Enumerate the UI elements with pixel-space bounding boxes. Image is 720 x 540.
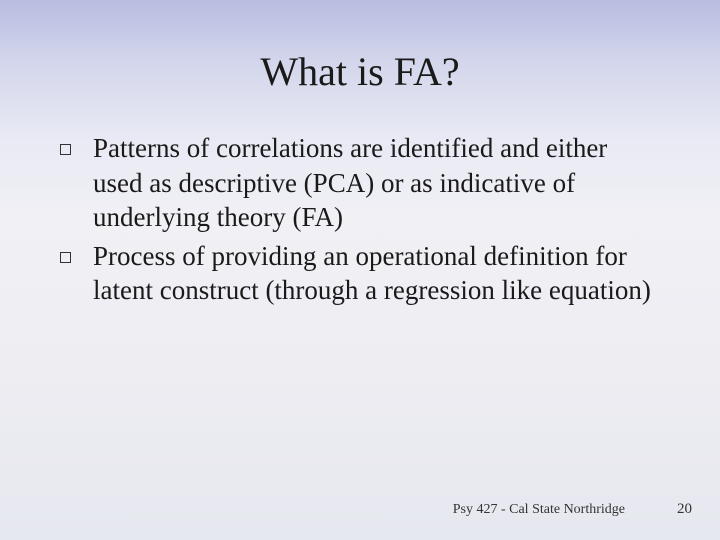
bullet-text: Process of providing an operational defi… [93, 239, 660, 308]
slide-title: What is FA? [0, 0, 720, 119]
bullet-item: Patterns of correlations are identified … [60, 131, 660, 235]
square-bullet-icon [60, 144, 71, 155]
footer-course-label: Psy 427 - Cal State Northridge [453, 502, 625, 518]
slide-content: Patterns of correlations are identified … [0, 119, 720, 308]
slide: What is FA? Patterns of correlations are… [0, 0, 720, 540]
page-number: 20 [677, 501, 692, 518]
square-bullet-icon [60, 252, 71, 263]
bullet-text: Patterns of correlations are identified … [93, 131, 660, 235]
bullet-item: Process of providing an operational defi… [60, 239, 660, 308]
